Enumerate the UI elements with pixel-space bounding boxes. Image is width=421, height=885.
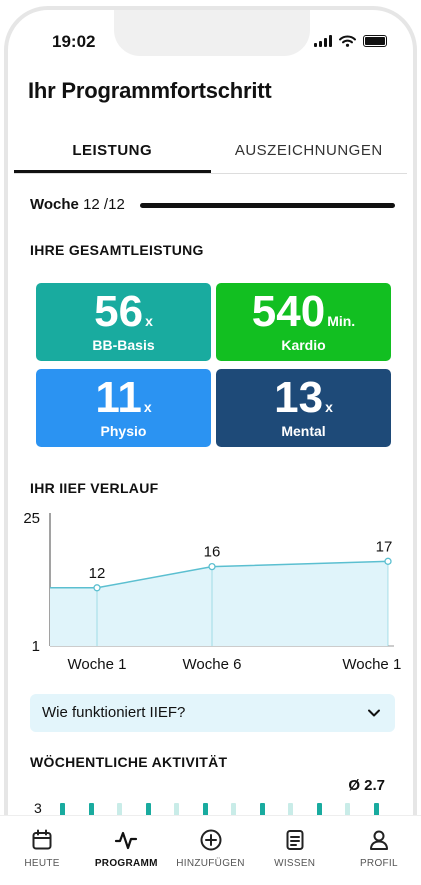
x-tick-label: Woche 6 [183,656,242,673]
x-tick-label: Woche 1 [68,656,127,673]
y-tick-label: 1 [32,638,40,655]
activity-chart: 3 [34,800,384,818]
data-label: 16 [204,544,221,561]
activity-bar [288,803,293,817]
nav-wissen[interactable]: WISSEN [253,816,337,885]
nav-profil[interactable]: PROFIL [337,816,421,885]
activity-icon [115,831,138,850]
tile-value: 56 [94,287,144,336]
profile-icon [369,830,388,850]
week-indicator: Woche 12 /12 [30,196,125,213]
activity-bar [202,803,208,817]
tile-unit: x [145,313,153,329]
nav-label: PROFIL [359,858,398,869]
activity-heading: WÖCHENTLICHE AKTIVITÄT [30,754,228,770]
activity-bar [174,803,179,817]
tab-auszeichnungen[interactable]: AUSZEICHNUNGEN [234,142,383,159]
data-point [93,584,101,592]
iief-faq-dropdown[interactable]: Wie funktioniert IIEF? [30,694,395,732]
iief-heading: IHR IIEF VERLAUF [30,480,159,496]
bottom-nav: HEUTE PROGRAMM HINZUFÜGEN WISSEN PROFIL [0,815,421,885]
status-time: 19:02 [52,32,96,51]
tile-value: 13 [274,373,324,422]
wifi-icon [339,35,356,47]
tile-label: BB-Basis [92,337,155,353]
week-progress-bar [140,203,395,208]
tab-leistung[interactable]: LEISTUNG [14,128,211,173]
nav-label: HINZUFÜGEN [176,858,245,869]
tile-kardio: 540 Min. Kardio [216,283,391,361]
activity-axis-label: 3 [34,800,42,816]
week-label: Woche [30,196,79,213]
activity-bar [88,803,94,817]
activity-bar [259,803,265,817]
tile-label: Physio [100,423,147,439]
week-value: 12 /12 [83,196,125,213]
data-label: 12 [89,565,106,582]
nav-heute[interactable]: HEUTE [0,816,84,885]
activity-bar [373,803,379,817]
tile-physio: 11 x Physio [36,369,211,447]
chevron-down-icon [368,709,380,717]
data-point [208,562,216,571]
y-tick-label: 25 [23,510,40,527]
page-title: Ihr Programmfortschritt [28,78,272,103]
document-icon [286,830,304,850]
tile-label: Kardio [281,337,326,353]
nav-hinzufuegen[interactable]: HINZUFÜGEN [168,816,252,885]
nav-programm[interactable]: PROGRAMM [84,816,168,885]
activity-bar [145,803,151,817]
tile-mental: 13 x Mental [216,369,391,447]
activity-bar [117,803,122,817]
nav-label: PROGRAMM [94,858,158,869]
add-circle-icon [200,829,221,851]
data-point [384,557,392,565]
tile-value: 11 [95,373,142,422]
iief-chart: 25 1 12 Woche 1 16 Woche 6 17 Woche 12 [23,510,402,673]
faq-label: Wie funktioniert IIEF? [42,704,186,721]
iief-series-line [50,560,389,589]
activity-bar [60,803,65,817]
performance-heading: IHRE GESAMTLEISTUNG [30,242,204,258]
x-tick-label: Woche 12 [342,656,402,673]
activity-average: Ø 2.7 [348,777,385,794]
nav-label: WISSEN [274,858,316,869]
battery-icon [363,35,387,47]
tile-bb-basis: 56 x BB-Basis [36,283,211,361]
data-label: 17 [376,538,393,555]
nav-label: HEUTE [24,858,60,869]
tile-unit: Min. [327,313,356,329]
activity-bar [316,803,322,817]
tile-label: Mental [281,423,326,439]
tile-unit: x [143,399,152,415]
tile-unit: x [325,399,333,415]
tab-bar: LEISTUNG AUSZEICHNUNGEN [14,128,407,174]
iief-area [50,561,388,646]
signal-icon [314,35,332,47]
notch [114,10,310,56]
status-bar: 19:02 [8,32,413,54]
calendar-icon [32,829,52,850]
tile-value: 540 [251,287,326,336]
status-icons [314,35,387,47]
activity-bar [231,803,236,817]
activity-bar [345,803,350,817]
